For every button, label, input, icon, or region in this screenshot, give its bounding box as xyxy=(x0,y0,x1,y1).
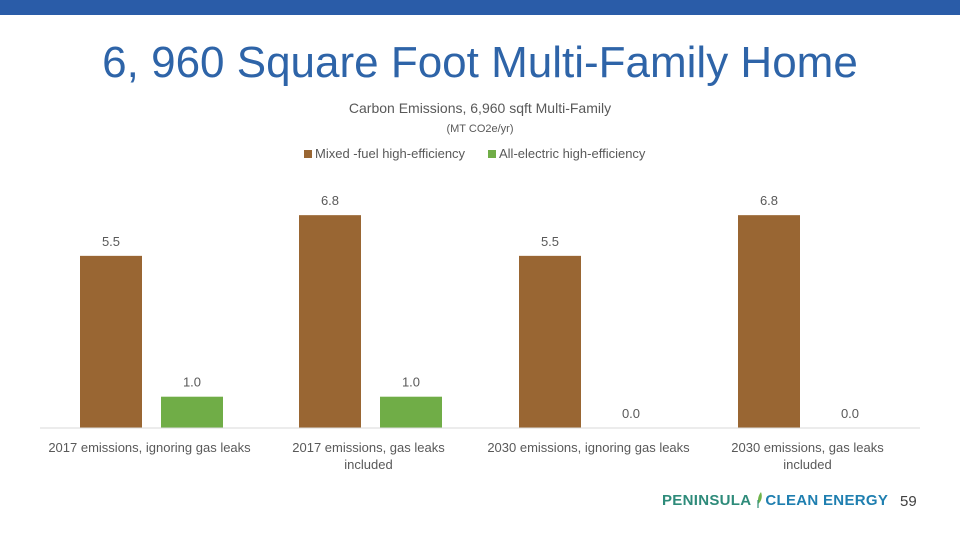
bar-mixed-fuel-3 xyxy=(519,255,581,428)
plot-area: 5.5 6.8 5.5 6.8 1.0 1.0 0.0 0.0 xyxy=(80,193,859,428)
top-accent-bar xyxy=(0,0,960,15)
chart-legend: Mixed -fuel high-efficiency All-electric … xyxy=(304,146,646,161)
x-tick-label-4: 2030 emissions, gas leaks included xyxy=(731,440,884,472)
bar-mixed-fuel-4 xyxy=(738,215,800,428)
x-tick-label-2: 2017 emissions, gas leaks included xyxy=(292,440,445,472)
data-label-mixed-fuel-1: 5.5 xyxy=(102,234,120,249)
legend-swatch-all-electric xyxy=(488,150,496,158)
logo-text-clean-energy: CLEAN ENERGY xyxy=(765,491,889,509)
x-tick-label-3: 2030 emissions, ignoring gas leaks xyxy=(487,440,690,455)
data-label-all-electric-2: 1.0 xyxy=(402,375,420,390)
data-label-all-electric-3: 0.0 xyxy=(622,406,640,421)
leaf-icon xyxy=(757,492,763,508)
chart-subtitle: (MT CO2e/yr) xyxy=(446,123,513,135)
bar-all-electric-1 xyxy=(161,396,223,428)
data-label-mixed-fuel-3: 5.5 xyxy=(541,234,559,249)
legend-label-all-electric: All-electric high-efficiency xyxy=(499,146,646,161)
data-label-all-electric-4: 0.0 xyxy=(841,406,859,421)
bar-all-electric-2 xyxy=(380,396,442,428)
data-label-all-electric-1: 1.0 xyxy=(183,375,201,390)
page-number: 59 xyxy=(900,493,917,510)
slide-title: 6, 960 Square Foot Multi-Family Home xyxy=(102,38,858,87)
data-label-mixed-fuel-2: 6.8 xyxy=(321,193,339,208)
bar-mixed-fuel-2 xyxy=(299,215,361,428)
x-axis-ticks: 2017 emissions, ignoring gas leaks 2017 e… xyxy=(48,440,884,472)
x-tick-label-1: 2017 emissions, ignoring gas leaks xyxy=(48,440,251,455)
logo-text-peninsula: PENINSULA xyxy=(662,491,752,509)
legend-swatch-mixed-fuel xyxy=(304,150,312,158)
legend-label-mixed-fuel: Mixed -fuel high-efficiency xyxy=(315,146,466,161)
peninsula-clean-energy-logo: PENINSULA CLEAN ENERGY xyxy=(662,491,888,509)
data-label-mixed-fuel-4: 6.8 xyxy=(760,193,778,208)
bar-mixed-fuel-1 xyxy=(80,255,142,428)
chart-title: Carbon Emissions, 6,960 sqft Multi-Famil… xyxy=(349,100,611,116)
